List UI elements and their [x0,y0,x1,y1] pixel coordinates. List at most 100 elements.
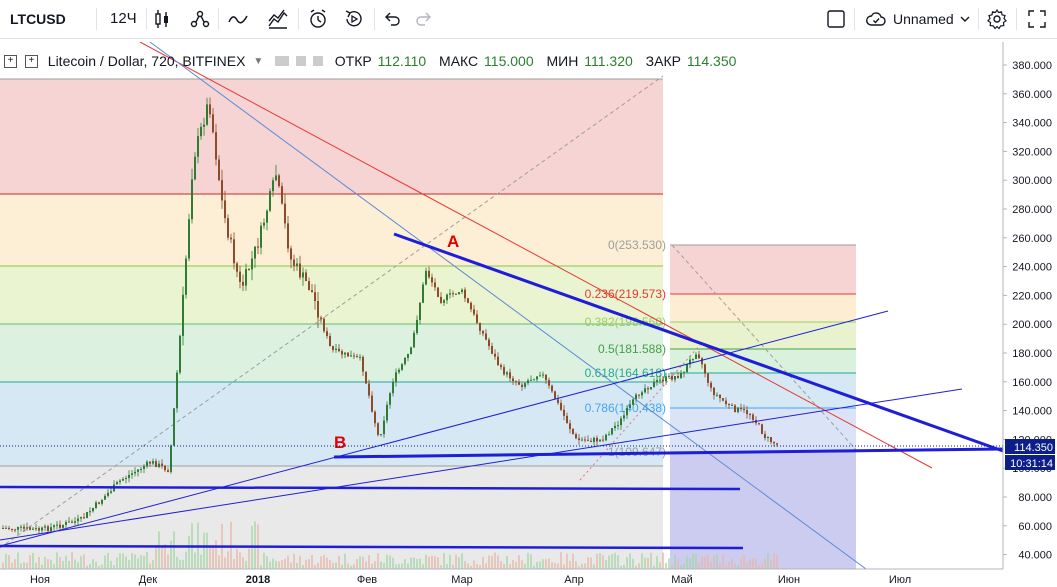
legend-toggle-icon[interactable]: + [24,54,38,68]
candle-body [473,309,475,315]
candle-body [47,526,49,531]
candle-body [518,381,520,385]
replay-icon[interactable] [342,7,366,31]
label-a[interactable]: A [447,232,459,251]
volume-bar [431,555,433,569]
volume-bar [11,562,13,569]
volume-bar [38,556,40,569]
candle-body [308,281,310,291]
alert-clock-icon[interactable] [306,7,330,31]
volume-bar [92,559,94,569]
price-chart[interactable]: 0(253.530) 0.236(219.573) 0.382(198.560)… [0,42,1057,587]
label-b[interactable]: B [334,433,346,452]
chevron-down-icon[interactable]: ▼ [253,55,264,67]
time-tick-label: Июн [778,574,800,586]
candle-body [686,364,688,373]
volume-bar [704,556,706,569]
toolbar-divider [854,8,855,30]
candle-body [245,269,247,286]
candle-body [431,277,433,283]
compare-icon[interactable] [188,7,212,31]
candle-body [137,469,139,472]
volume-bar [110,560,112,569]
candle-body [515,381,517,383]
candle-body [401,364,403,370]
volume-bar [422,564,424,569]
undo-icon[interactable] [380,7,404,31]
thin-blue-trendline[interactable] [0,310,889,547]
horizontal-support-line[interactable] [0,485,741,491]
price-tick-label: 220.000 [1012,290,1052,302]
horizontal-support-line[interactable] [0,544,744,550]
settings-gear-icon[interactable] [985,7,1009,31]
volume-bar [122,553,124,569]
volume-bar [407,563,409,569]
candle-body [278,175,280,187]
candle-body [596,437,598,442]
legend-title[interactable]: Litecoin / Dollar, 720, BITFINEX [47,53,246,70]
price-axis[interactable] [1003,42,1057,569]
volume-bar [668,558,670,569]
fib-retracement-left[interactable] [0,75,664,569]
toolbar-divider [298,8,299,30]
support-line-b[interactable] [333,447,1004,459]
candle-body [197,136,199,157]
fullscreen-checkbox-icon[interactable] [824,7,848,31]
price-tick-label: 380.000 [1012,60,1052,72]
thin-blue-trendline[interactable] [0,388,963,541]
indicators-icon[interactable] [226,7,250,31]
volume-bar [599,553,601,569]
candle-body [17,526,19,530]
legend-toggle-icon[interactable]: + [4,54,17,68]
thin-blue-trendline[interactable] [149,42,867,570]
price-tick-label: 160.000 [1012,377,1052,389]
cloud-save-icon[interactable] [864,7,888,31]
resistance-line-a[interactable] [393,232,1004,453]
candle-body [644,388,646,393]
candles-icon[interactable] [150,7,174,31]
candle-body [206,104,208,125]
volume-bar [77,562,79,569]
candle-body [275,175,277,181]
trendlines[interactable] [0,42,1004,570]
candle-body [662,379,664,382]
candle-body [179,335,181,373]
candlestick-series[interactable] [2,97,778,535]
volume-bar [194,552,196,569]
fullscreen-icon[interactable] [1025,7,1049,31]
volume-bar [167,554,169,569]
volume-bar [611,553,613,569]
candle-body [461,289,463,293]
candle-body [749,414,751,416]
volume-bar [515,561,517,569]
candle-body [242,281,244,286]
settings-icon[interactable] [296,56,306,67]
candle-body [653,381,655,388]
redo-icon[interactable] [412,7,436,31]
volume-bar [557,563,559,569]
candle-body [281,186,283,204]
time-axis[interactable] [0,569,1057,587]
red-trendline[interactable] [139,42,933,469]
symbol-selector[interactable]: LTCUSD [10,11,66,27]
volume-bar [530,554,532,569]
chevron-down-icon[interactable] [958,7,972,31]
candle-body [266,210,268,223]
volume-bar [140,555,142,569]
layout-name[interactable]: Unnamed [893,11,954,27]
candle-body [599,439,601,442]
interval-selector[interactable]: 12Ч [110,10,137,27]
close-icon[interactable] [312,56,323,67]
price-tick-label: 340.000 [1012,118,1052,130]
candle-body [467,298,469,303]
volume-bar [743,555,745,569]
candle-body [89,511,91,513]
candle-body [620,418,622,426]
templates-icon[interactable] [266,7,290,31]
toolbar-divider [978,8,979,30]
volume-bar [761,563,763,569]
visibility-icon[interactable] [275,56,290,67]
candle-body [632,399,634,405]
volume-bar [566,553,568,569]
candle-body [680,372,682,379]
